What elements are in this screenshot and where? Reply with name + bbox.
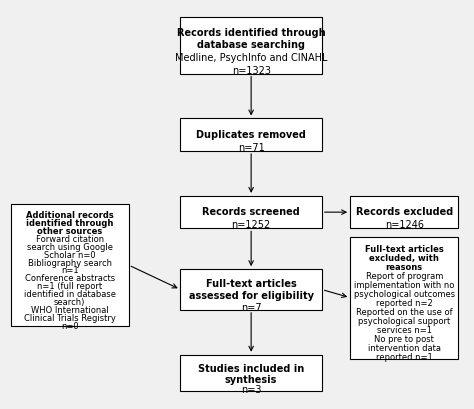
Text: Records screened: Records screened xyxy=(202,207,300,217)
Text: reasons: reasons xyxy=(386,262,423,271)
Text: identified through: identified through xyxy=(26,219,113,228)
Text: implementation with no: implementation with no xyxy=(354,280,455,289)
FancyBboxPatch shape xyxy=(350,237,458,359)
Text: Duplicates removed: Duplicates removed xyxy=(196,130,306,139)
Text: Full-text articles: Full-text articles xyxy=(365,244,444,253)
Text: Bibliography search: Bibliography search xyxy=(27,258,112,267)
Text: synthesis: synthesis xyxy=(225,373,277,384)
Text: Reported on the use of: Reported on the use of xyxy=(356,308,453,317)
Text: Forward citation: Forward citation xyxy=(36,234,104,243)
Text: intervention data: intervention data xyxy=(368,344,441,353)
Text: excluded, with: excluded, with xyxy=(369,253,439,262)
Text: services n=1: services n=1 xyxy=(377,326,432,335)
FancyBboxPatch shape xyxy=(181,355,322,391)
Text: other sources: other sources xyxy=(37,227,102,236)
Text: n=1 (full report: n=1 (full report xyxy=(37,281,102,290)
Text: Records excluded: Records excluded xyxy=(356,207,453,217)
Text: psychological support: psychological support xyxy=(358,317,450,326)
FancyBboxPatch shape xyxy=(350,196,458,229)
Text: n=0: n=0 xyxy=(61,321,79,330)
Text: n=1246: n=1246 xyxy=(385,220,424,230)
FancyBboxPatch shape xyxy=(181,270,322,310)
Text: Medline, PsychInfo and CINAHL: Medline, PsychInfo and CINAHL xyxy=(175,53,328,63)
Text: n=7: n=7 xyxy=(241,302,262,312)
Text: Studies included in: Studies included in xyxy=(198,363,304,373)
Text: Scholar n=0: Scholar n=0 xyxy=(44,250,96,259)
Text: Full-text articles: Full-text articles xyxy=(206,279,297,289)
Text: database searching: database searching xyxy=(197,40,305,50)
FancyBboxPatch shape xyxy=(181,196,322,229)
Text: WHO International: WHO International xyxy=(31,305,109,314)
Text: n=1252: n=1252 xyxy=(231,220,271,230)
Text: Additional records: Additional records xyxy=(26,211,114,220)
Text: Records identified through: Records identified through xyxy=(177,28,326,38)
Text: assessed for eligibility: assessed for eligibility xyxy=(189,290,314,300)
Text: psychological outcomes: psychological outcomes xyxy=(354,289,455,298)
Text: Report of program: Report of program xyxy=(365,271,443,280)
Text: search): search) xyxy=(54,297,85,306)
Text: identified in database: identified in database xyxy=(24,290,116,299)
FancyBboxPatch shape xyxy=(181,18,322,74)
Text: No pre to post: No pre to post xyxy=(374,335,434,344)
Text: Clinical Trials Registry: Clinical Trials Registry xyxy=(24,313,116,322)
Text: n=3: n=3 xyxy=(241,384,261,394)
Text: n=71: n=71 xyxy=(238,143,264,153)
Text: search using Google: search using Google xyxy=(27,242,113,251)
FancyBboxPatch shape xyxy=(181,119,322,152)
Text: reported n=1: reported n=1 xyxy=(376,353,433,362)
FancyBboxPatch shape xyxy=(11,204,128,326)
Text: reported n=2: reported n=2 xyxy=(376,299,433,307)
Text: n=1323: n=1323 xyxy=(232,66,271,76)
Text: n=1: n=1 xyxy=(61,266,79,275)
Text: Conference abstracts: Conference abstracts xyxy=(25,274,115,283)
